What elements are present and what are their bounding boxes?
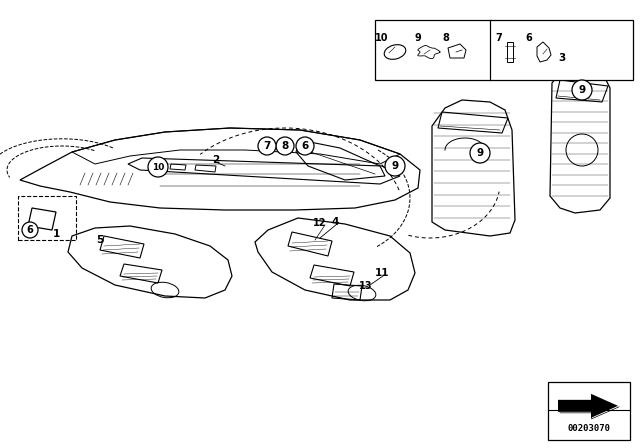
Bar [375,20,633,80]
Circle shape [22,222,38,238]
Bar [548,382,630,440]
Text: 13: 13 [359,281,372,291]
Text: 10: 10 [152,163,164,172]
Circle shape [148,157,168,177]
Text: 6: 6 [27,225,33,235]
Text: 4: 4 [332,217,339,227]
Text: 6: 6 [301,141,308,151]
Text: 7: 7 [495,33,502,43]
Text: 12: 12 [313,218,327,228]
Circle shape [276,137,294,155]
Text: 6: 6 [525,33,532,43]
Text: 3: 3 [558,53,566,63]
Circle shape [572,80,592,100]
Text: 10: 10 [375,33,388,43]
Bar [18,196,76,240]
Text: 11: 11 [375,268,389,278]
Circle shape [258,137,276,155]
Text: 7: 7 [263,141,271,151]
Text: 00203070: 00203070 [568,424,611,433]
Text: 9: 9 [415,33,421,43]
Text: 2: 2 [212,155,220,165]
Text: 9: 9 [392,161,399,171]
Text: 9: 9 [579,85,586,95]
Circle shape [296,137,314,155]
Text: 9: 9 [476,148,484,158]
Text: 5: 5 [96,235,104,245]
Text: 8: 8 [282,141,289,151]
Text: 8: 8 [443,33,449,43]
Circle shape [470,143,490,163]
Polygon shape [558,394,618,418]
Circle shape [385,156,405,176]
Text: 1: 1 [52,229,60,239]
